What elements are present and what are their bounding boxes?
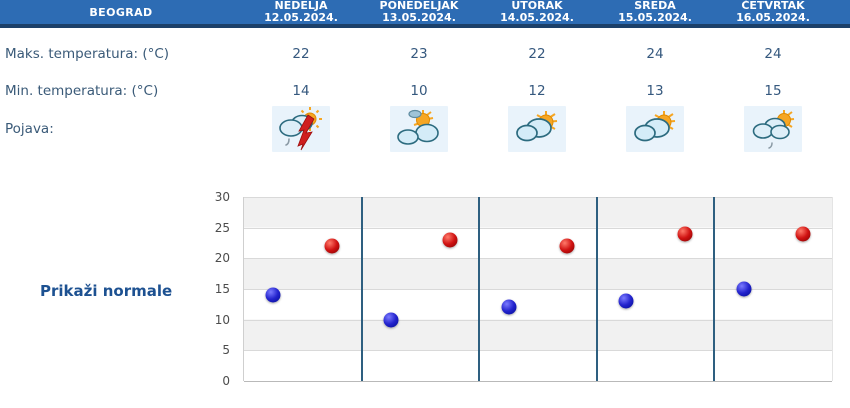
gridline xyxy=(244,227,832,229)
min-temp-value: 13 xyxy=(646,83,664,99)
temperature-chart xyxy=(243,197,833,382)
day-name: UTORAK xyxy=(511,0,563,12)
gridline xyxy=(244,197,832,198)
max-temp-value: 22 xyxy=(528,46,546,62)
y-tick-label: 10 xyxy=(214,312,230,327)
min-temp-value: 10 xyxy=(410,83,428,99)
pojava-row: Pojava: xyxy=(0,104,850,154)
day-separator-line xyxy=(360,197,363,381)
max-temp-label: Maks. temperatura: (°C) xyxy=(5,46,170,62)
day-name: ČETVRTAK xyxy=(741,0,805,12)
day-date: 12.05.2024. xyxy=(264,11,338,24)
max-temp-point xyxy=(795,226,811,242)
sun-behind-cloud-icon xyxy=(626,106,684,152)
y-tick-label: 20 xyxy=(214,251,230,266)
day-name: NEDELJA xyxy=(274,0,328,12)
day-header-nedelja: NEDELJA 12.05.2024. xyxy=(242,0,360,24)
gridline xyxy=(244,350,832,352)
forecast-table-header: BEOGRAD NEDELJA 12.05.2024. PONEDELJAK 1… xyxy=(0,0,850,28)
chart-y-axis: 0 5 10 15 20 25 30 xyxy=(198,190,236,388)
day-separator-line xyxy=(478,197,481,381)
max-temp-point xyxy=(559,238,575,254)
sun-behind-cloud-icon xyxy=(508,106,566,152)
sun-cloud-thunderstorm-icon xyxy=(272,106,330,152)
y-tick-label: 25 xyxy=(214,220,230,235)
max-temp-value: 24 xyxy=(646,46,664,62)
min-temp-value: 15 xyxy=(764,83,782,99)
min-temp-point xyxy=(618,293,634,309)
day-date: 13.05.2024. xyxy=(382,11,456,24)
min-temp-point xyxy=(265,287,281,303)
min-temp-point xyxy=(383,312,399,328)
day-header-ponedeljak: PONEDELJAK 13.05.2024. xyxy=(360,0,478,24)
gridline xyxy=(244,289,832,290)
sun-with-clouds-icon xyxy=(390,106,448,152)
min-temp-row: Min. temperatura: (°C) 14 10 12 13 15 xyxy=(0,78,850,104)
max-temp-value: 22 xyxy=(292,46,310,62)
day-date: 15.05.2024. xyxy=(618,11,692,24)
day-name: PONEDELJAK xyxy=(379,0,459,12)
max-temp-point xyxy=(442,232,458,248)
gridline xyxy=(244,381,832,382)
max-temp-value: 23 xyxy=(410,46,428,62)
sun-cloud-light-rain-icon xyxy=(744,106,802,152)
min-temp-point xyxy=(736,281,752,297)
max-temp-point xyxy=(677,226,693,242)
min-temp-label: Min. temperatura: (°C) xyxy=(5,83,159,99)
min-temp-value: 14 xyxy=(292,83,310,99)
day-date: 16.05.2024. xyxy=(736,11,810,24)
max-temp-value: 24 xyxy=(764,46,782,62)
max-temp-point xyxy=(324,238,340,254)
day-header-cetvrtak: ČETVRTAK 16.05.2024. xyxy=(714,0,832,24)
gridline xyxy=(244,319,832,321)
day-name: SREDA xyxy=(634,0,676,12)
show-normals-button[interactable]: Prikaži normale xyxy=(40,282,173,300)
min-temp-value: 12 xyxy=(528,83,546,99)
y-tick-label: 0 xyxy=(222,374,230,388)
day-separator-line xyxy=(595,197,598,381)
location-title: BEOGRAD xyxy=(89,5,153,19)
day-separator-line xyxy=(713,197,716,381)
min-temp-point xyxy=(501,299,517,315)
day-date: 14.05.2024. xyxy=(500,11,574,24)
y-tick-label: 30 xyxy=(214,190,230,204)
y-tick-label: 5 xyxy=(222,343,230,358)
gridline xyxy=(244,258,832,260)
max-temp-row: Maks. temperatura: (°C) 22 23 22 24 24 xyxy=(0,41,850,67)
day-header-utorak: UTORAK 14.05.2024. xyxy=(478,0,596,24)
y-tick-label: 15 xyxy=(214,282,230,296)
pojava-label: Pojava: xyxy=(5,121,54,137)
day-header-sreda: SREDA 15.05.2024. xyxy=(596,0,714,24)
